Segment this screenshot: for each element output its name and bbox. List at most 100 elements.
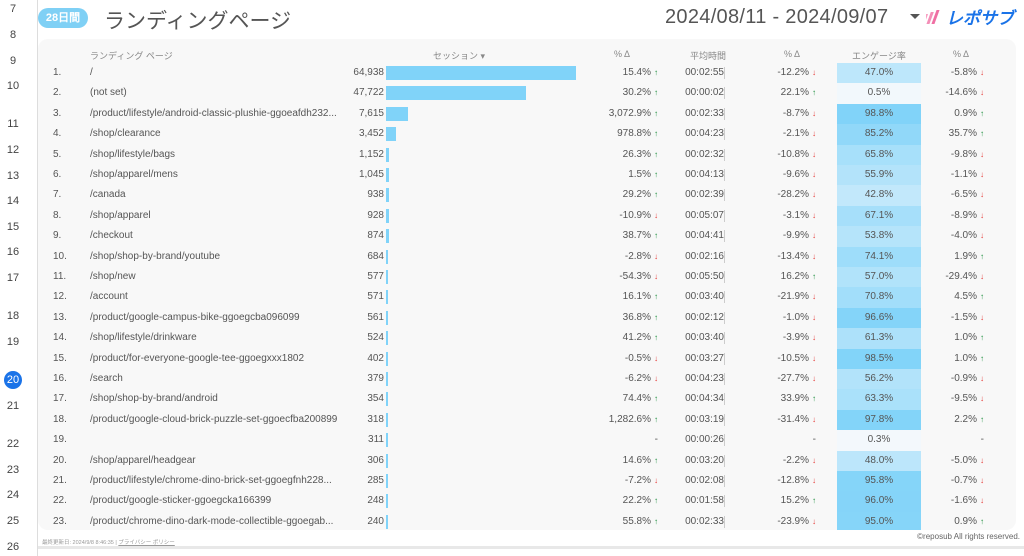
row-number[interactable]: 22 [6,438,20,450]
row-number[interactable]: 19 [6,336,20,348]
landing-page[interactable]: /account [90,291,128,303]
landing-page[interactable]: /product/chrome-dino-dark-mode-collectib… [90,515,334,527]
row-number[interactable]: 13 [6,170,20,182]
row-number[interactable]: 12 [6,144,20,156]
landing-page[interactable]: /product/google-campus-bike-ggoegcba0960… [90,311,300,323]
chevron-down-icon[interactable] [910,14,920,19]
col-header-engagement[interactable]: エンゲージ率 [852,51,906,61]
engagement-delta: 1.0% ↑ [926,328,984,348]
col-header-delta1[interactable]: % Δ [614,49,631,59]
divider [38,546,1024,549]
row-number[interactable]: 16 [6,246,20,258]
landing-page[interactable]: /shop/apparel [90,209,151,221]
table-row[interactable]: 21. /product/lifestyle/chrome-dino-brick-… [38,471,1016,492]
avg-time: 00:02:16 [685,250,724,262]
table-row[interactable]: 9./checkout 874 38.7% ↑ 00:04:41 -9.9% ↓ 53.8% -… [38,226,1016,247]
engagement-rate: 47.0% [837,63,921,84]
landing-page[interactable]: /checkout [90,230,133,242]
table-row[interactable]: 11./shop/new 577 -54.3% ↓ 00:05:50 16.2% ↑ 57.0… [38,267,1016,288]
arrow-up-icon: ↑ [654,292,658,302]
landing-page[interactable]: /canada [90,189,126,201]
table-row[interactable]: 2. (not set) 47,722 30.2% ↑ 00:00:02 22.1% ↑ 0.5… [38,83,1016,104]
avg-time-delta: -12.2% ↓ [738,63,816,83]
period-badge[interactable]: 28日間 [38,8,88,28]
landing-page[interactable]: /shop/clearance [90,128,161,140]
table-row[interactable]: 23. /product/chrome-dino-dark-mode-collec… [38,511,1016,530]
arrow-up-icon: ↑ [980,516,984,526]
table-row[interactable]: 22. /product/google-sticker-ggoegcka16639… [38,491,1016,512]
avg-time: 00:01:58 [685,495,724,507]
row-number[interactable]: 24 [6,489,20,501]
landing-page[interactable]: /shop/lifestyle/bags [90,148,176,160]
table-row[interactable]: 10./shop/shop-by-brand/youtube 684 -2.8% ↓ 0… [38,246,1016,267]
sessions-delta: -7.2% ↓ [578,471,658,491]
row-number[interactable]: 8 [9,29,17,41]
avg-time-delta: -27.7% ↓ [738,369,816,389]
landing-page[interactable]: /product/google-cloud-brick-puzzle-set-g… [90,413,338,425]
avg-time: 00:05:50 [685,271,724,282]
col-header-page[interactable]: ランディング ページ [90,51,173,61]
row-number[interactable]: 20 [4,371,22,389]
table-row[interactable]: 19. 311 - 00:00:26 - 0.3% - [38,430,1016,451]
col-header-sessions[interactable]: セッション ▾ [433,51,486,61]
col-header-delta3[interactable]: % Δ [953,49,970,59]
sessions-delta: 38.7% ↑ [578,226,658,246]
logo-text: レポサブ [946,9,1017,28]
row-number[interactable]: 26 [6,541,20,553]
col-header-delta2[interactable]: % Δ [784,49,801,59]
landing-page[interactable]: (not set) [90,87,127,99]
engagement-delta: -8.9% ↓ [926,206,984,226]
row-number[interactable]: 10 [6,80,20,92]
sessions: 64,938 [353,67,384,78]
engagement-delta: - [926,430,984,450]
table-row[interactable]: 16./search 379 -6.2% ↓ 00:04:23 -27.7% ↓ 56.2% -… [38,369,1016,390]
landing-page[interactable]: /shop/new [90,271,136,282]
table-row[interactable]: 13. /product/google-campus-bike-ggoegcba0… [38,307,1016,329]
table-row[interactable]: 1./64,938 15.4% ↑ 00:02:55 -12.2% ↓ 47.0% -5.8%… [38,63,1016,84]
table-row[interactable]: 8./shop/apparel 928 -10.9% ↓ 00:05:07 -3.1% ↓ 6… [38,205,1016,227]
avg-time-delta-value: -12.2% [777,67,809,78]
sessions: 577 [367,271,384,282]
row-number[interactable]: 23 [6,464,20,476]
table-row[interactable]: 17./shop/shop-by-brand/android 354 74.4% ↑ 0… [38,389,1016,410]
table-row[interactable]: 5. /shop/lifestyle/bags 1,152 26.3% ↑ 00:02:3… [38,144,1016,165]
row-number[interactable]: 15 [6,221,20,233]
landing-page[interactable]: /product/google-sticker-ggoegcka166399 [90,495,272,507]
row-number[interactable]: 11 [7,118,19,130]
row-number[interactable]: 18 [6,310,20,322]
landing-page[interactable]: /product/lifestyle/android-classic-plush… [90,107,337,119]
row-number[interactable]: 17 [6,272,20,284]
landing-page[interactable]: /shop/shop-by-brand/youtube [90,250,221,262]
landing-page[interactable]: /shop/shop-by-brand/android [90,393,218,405]
row-number[interactable]: 14 [6,195,20,207]
sessions-delta-value: 978.8% [617,128,651,140]
privacy-policy-link[interactable]: プライバシー ポリシー [118,540,175,546]
row-number[interactable]: 25 [6,515,20,527]
table-row[interactable]: 14./shop/lifestyle/drinkware 524 41.2% ↑ 00:… [38,328,1016,349]
col-header-avg-time[interactable]: 平均時間 [690,51,727,61]
table-row[interactable]: 12./account 571 16.1% ↑ 00:03:40 -21.9% ↓ 70.8%… [38,287,1016,308]
table-row[interactable]: 6. /shop/apparel/mens 1,045 1.5% ↑ 00:04:13 -9… [38,165,1016,186]
landing-page[interactable]: /shop/apparel/mens [90,169,178,180]
table-row[interactable]: 7./canada 938 29.2% ↑ 00:02:39 -28.2% ↓ 42.8% -6… [38,185,1016,206]
landing-page[interactable]: /product/lifestyle/chrome-dino-brick-set… [90,475,332,486]
arrow-down-icon: ↓ [812,210,816,220]
date-range-picker[interactable]: 2024/08/11 - 2024/09/07 [665,6,889,28]
engagement-rate: 98.8% [837,103,921,125]
table-row[interactable]: 18. /product/google-cloud-brick-puzzle-se… [38,409,1016,431]
row-number[interactable]: 21 [6,400,20,412]
row-number[interactable]: 7 [9,3,17,15]
landing-page[interactable]: /shop/lifestyle/drinkware [90,332,197,344]
avg-time-delta: -10.5% ↓ [738,349,816,369]
landing-page[interactable]: / [90,67,93,78]
landing-page[interactable]: /shop/apparel/headgear [90,454,196,466]
landing-page[interactable]: /search [90,373,123,384]
table-row[interactable]: 15. /product/for-everyone-google-tee-ggoe… [38,348,1016,369]
footer-meta: 最終更新日: 2024/9/8 8:46:35 | プライバシー ポリシー [42,538,175,546]
table-row[interactable]: 20. /shop/apparel/headgear 306 14.6% ↑ 00:03:… [38,450,1016,471]
row-number[interactable]: 9 [9,55,17,67]
landing-page[interactable]: /product/for-everyone-google-tee-ggoegxx… [90,352,305,364]
table-row[interactable]: 3. /product/lifestyle/android-classic-plu… [38,103,1016,125]
sessions-delta-value: 30.2% [622,87,651,99]
table-row[interactable]: 4./shop/clearance 3,452 978.8% ↑ 00:04:23 -2.… [38,124,1016,145]
